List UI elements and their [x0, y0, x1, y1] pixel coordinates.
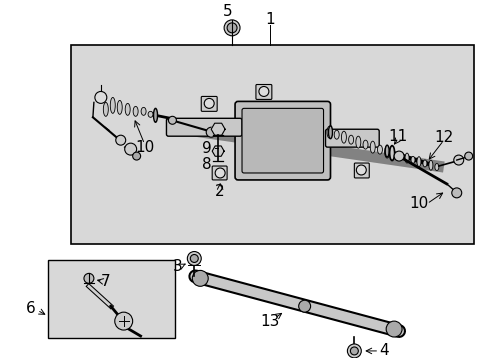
Circle shape — [187, 252, 201, 265]
Text: 2: 2 — [215, 184, 224, 199]
Circle shape — [258, 86, 268, 96]
Ellipse shape — [385, 145, 388, 157]
Polygon shape — [212, 146, 224, 156]
Circle shape — [115, 312, 132, 330]
Circle shape — [453, 155, 463, 165]
Text: 10: 10 — [135, 140, 154, 155]
Ellipse shape — [328, 126, 332, 139]
Ellipse shape — [369, 141, 374, 153]
Circle shape — [224, 20, 240, 36]
Ellipse shape — [133, 106, 138, 116]
Ellipse shape — [117, 100, 122, 114]
Ellipse shape — [416, 157, 420, 167]
Ellipse shape — [141, 107, 146, 115]
Circle shape — [132, 152, 141, 160]
Circle shape — [356, 165, 366, 175]
Ellipse shape — [410, 156, 414, 163]
Ellipse shape — [355, 136, 360, 148]
Text: 1: 1 — [264, 12, 274, 27]
Text: 5: 5 — [223, 4, 232, 19]
Ellipse shape — [377, 145, 382, 154]
Circle shape — [393, 151, 403, 161]
Text: 3: 3 — [172, 259, 182, 274]
Ellipse shape — [422, 160, 426, 167]
Circle shape — [95, 91, 106, 103]
Ellipse shape — [333, 130, 339, 139]
Ellipse shape — [103, 102, 108, 116]
Ellipse shape — [404, 153, 408, 163]
Circle shape — [464, 152, 472, 160]
Bar — [48, 261, 175, 338]
Circle shape — [298, 300, 310, 312]
Circle shape — [350, 347, 358, 355]
Circle shape — [204, 98, 214, 108]
FancyBboxPatch shape — [325, 129, 378, 147]
FancyBboxPatch shape — [201, 96, 217, 111]
Ellipse shape — [384, 146, 389, 158]
FancyBboxPatch shape — [235, 102, 330, 180]
Circle shape — [451, 188, 461, 198]
FancyBboxPatch shape — [212, 166, 226, 180]
Ellipse shape — [110, 98, 115, 113]
Ellipse shape — [389, 146, 394, 161]
Polygon shape — [211, 123, 224, 135]
Ellipse shape — [153, 108, 157, 122]
Circle shape — [215, 168, 224, 178]
FancyBboxPatch shape — [255, 85, 271, 99]
Text: 12: 12 — [433, 130, 452, 145]
Circle shape — [116, 135, 125, 145]
Text: 13: 13 — [260, 314, 279, 329]
Ellipse shape — [148, 111, 153, 117]
Circle shape — [84, 273, 94, 283]
Ellipse shape — [362, 140, 367, 149]
Text: 7: 7 — [101, 274, 110, 289]
Ellipse shape — [348, 135, 353, 144]
Text: 6: 6 — [25, 301, 35, 316]
Circle shape — [346, 344, 361, 358]
Circle shape — [124, 143, 136, 155]
Circle shape — [192, 270, 208, 286]
Ellipse shape — [428, 160, 432, 170]
Text: 10: 10 — [408, 196, 427, 211]
Circle shape — [386, 321, 401, 337]
Text: 4: 4 — [379, 343, 388, 359]
FancyBboxPatch shape — [166, 118, 242, 136]
Bar — [71, 45, 473, 244]
Text: 9: 9 — [202, 141, 212, 156]
Ellipse shape — [434, 163, 438, 171]
Ellipse shape — [125, 103, 130, 115]
FancyBboxPatch shape — [242, 108, 323, 173]
Text: 8: 8 — [202, 157, 212, 171]
Circle shape — [168, 116, 176, 124]
Ellipse shape — [326, 126, 331, 138]
Ellipse shape — [341, 131, 346, 143]
FancyBboxPatch shape — [354, 163, 368, 178]
Circle shape — [226, 23, 237, 33]
Text: 11: 11 — [387, 129, 407, 144]
Circle shape — [190, 255, 198, 262]
Circle shape — [206, 127, 216, 137]
